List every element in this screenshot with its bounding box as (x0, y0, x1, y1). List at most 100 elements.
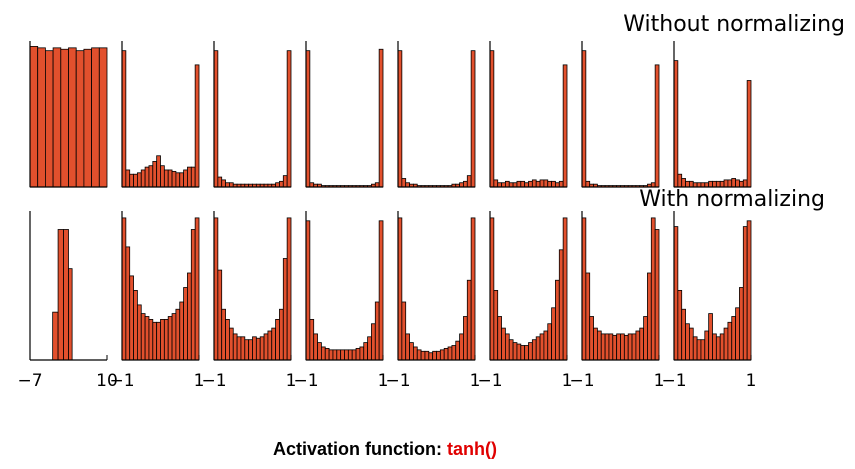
bar (647, 272, 652, 361)
bar (57, 229, 64, 361)
bar (332, 349, 338, 361)
bar (221, 179, 226, 188)
bar (279, 308, 284, 361)
bar (63, 229, 69, 361)
bar (160, 165, 165, 188)
bar (501, 327, 506, 361)
bar (463, 180, 468, 188)
bar (731, 178, 736, 188)
bar (359, 346, 365, 361)
x-tick-label: −1 (477, 371, 502, 391)
bar (731, 316, 736, 361)
x-tick-label: 1 (194, 371, 205, 391)
bar (612, 334, 618, 361)
bar (585, 180, 591, 188)
bar (700, 339, 706, 361)
bar (367, 336, 372, 361)
bar (136, 304, 142, 361)
bar (412, 346, 418, 361)
bar (516, 180, 522, 188)
bar (459, 333, 464, 361)
bar (524, 182, 529, 188)
bar (504, 333, 510, 361)
bar (497, 316, 502, 361)
x-tick-label: 1 (562, 371, 573, 391)
bar (459, 182, 464, 188)
bar (635, 330, 641, 361)
bar (620, 333, 625, 361)
bar (696, 339, 702, 361)
bar (547, 323, 552, 361)
bar (282, 258, 288, 361)
bar (244, 339, 250, 361)
bar (378, 48, 384, 188)
bar (183, 287, 188, 361)
bar (279, 180, 284, 188)
bar (547, 180, 552, 188)
bar (558, 249, 564, 361)
bar (681, 178, 686, 188)
x-tick-label: −7 (17, 371, 42, 391)
bar (140, 169, 146, 188)
bar (336, 349, 342, 361)
bar (439, 349, 445, 361)
bar (125, 246, 131, 361)
bar (589, 316, 594, 361)
caption: Activation function: tanh() (273, 439, 497, 459)
bar (52, 311, 59, 361)
bar (163, 169, 169, 188)
bar (355, 347, 361, 361)
bar (68, 268, 73, 361)
bar (466, 175, 472, 188)
bar (317, 342, 322, 361)
bar (133, 173, 138, 188)
bar (436, 350, 441, 361)
bar (363, 342, 368, 361)
bar (593, 327, 598, 361)
bar (148, 165, 154, 188)
bar (535, 336, 541, 361)
bar (167, 316, 173, 361)
x-tick-label: 1 (654, 371, 665, 391)
bar (677, 173, 683, 188)
bar (543, 330, 549, 361)
bar (98, 47, 108, 188)
bar (715, 336, 721, 361)
bar (504, 180, 510, 188)
bar (627, 333, 633, 361)
bar (255, 337, 261, 361)
bar (528, 342, 533, 361)
bar (604, 333, 610, 361)
bar (52, 47, 62, 188)
bar (428, 352, 434, 361)
bar (187, 272, 192, 361)
bar (654, 64, 660, 188)
bar (600, 333, 606, 361)
bar (555, 182, 560, 188)
bar (240, 336, 246, 361)
bar (512, 342, 518, 361)
bar (735, 179, 740, 188)
bar (286, 217, 292, 361)
bar (551, 307, 556, 361)
bar (401, 301, 407, 361)
bar (616, 333, 621, 361)
bar (221, 308, 226, 361)
bar (156, 321, 161, 361)
bar (374, 182, 380, 188)
bar (520, 345, 526, 361)
x-tick-label: −1 (201, 371, 226, 391)
bar (371, 323, 376, 361)
bar (194, 64, 200, 188)
x-tick-label: 1 (470, 371, 481, 391)
bar (470, 50, 476, 188)
bar (320, 346, 326, 361)
bar (252, 336, 257, 361)
bar (309, 318, 315, 361)
bar (29, 46, 39, 188)
bar (136, 172, 142, 188)
bar (194, 217, 200, 361)
bar (217, 269, 223, 361)
bar (631, 333, 637, 361)
caption-label: Activation function: (273, 439, 442, 459)
